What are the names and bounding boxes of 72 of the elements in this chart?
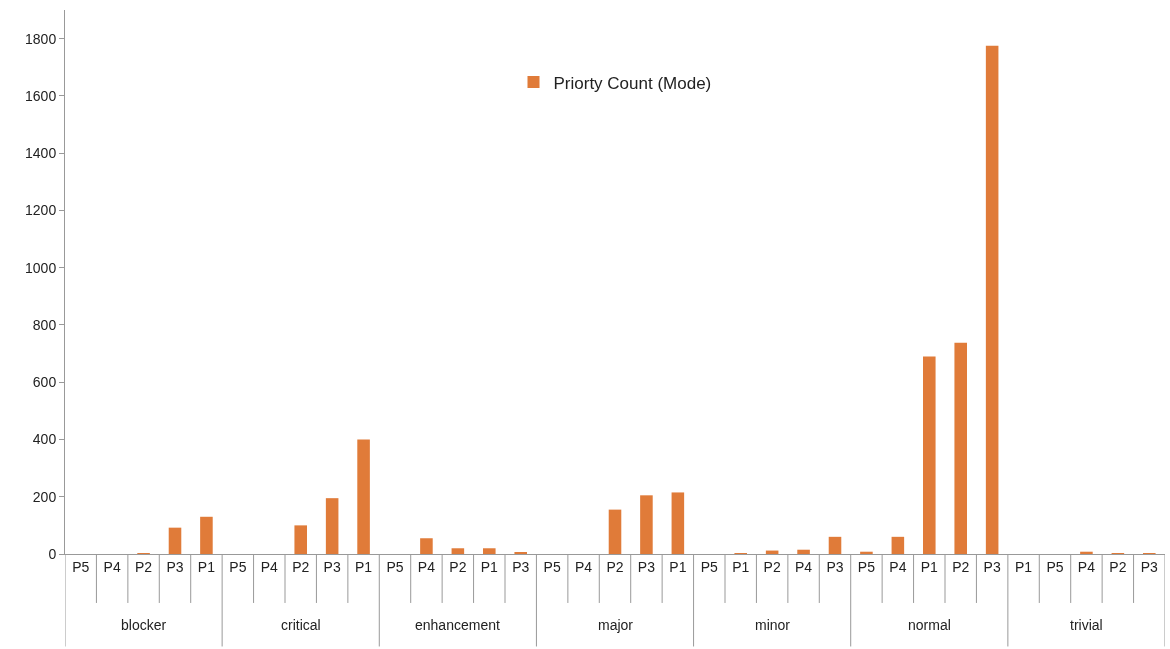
x-tick-label: P2 bbox=[449, 558, 467, 575]
text: enhancement bbox=[415, 617, 500, 633]
y-tick-label: 1800 bbox=[25, 30, 57, 47]
x-tick-label: P3 bbox=[323, 558, 341, 575]
bar bbox=[608, 509, 622, 554]
x-tick-label: P3 bbox=[637, 558, 656, 575]
y-tick-label: 1400 bbox=[25, 145, 57, 162]
y-tick-label: 1000 bbox=[25, 259, 57, 276]
bar bbox=[325, 498, 339, 554]
x-tick-label: P4 bbox=[575, 558, 593, 575]
x-tick-label: P1 bbox=[355, 558, 373, 575]
x-tick-label: P5 bbox=[386, 558, 404, 575]
x-tick-label: P5 bbox=[543, 558, 561, 575]
text: critical bbox=[281, 617, 321, 633]
x-tick-label: P3 bbox=[826, 558, 844, 575]
x-tick-label: P2 bbox=[763, 558, 781, 575]
bar bbox=[357, 439, 370, 554]
bar bbox=[923, 356, 936, 554]
x-tick-label: P5 bbox=[229, 558, 247, 575]
bar bbox=[168, 527, 182, 554]
x-tick-label: P2 bbox=[135, 558, 153, 575]
x-tick-label: P3 bbox=[166, 558, 184, 575]
x-tick-label: P1 bbox=[197, 558, 216, 575]
x-tick-label: P1 bbox=[1015, 558, 1033, 575]
text: major bbox=[598, 617, 634, 633]
x-tick-label: P5 bbox=[1046, 558, 1064, 575]
x-tick-label: P4 bbox=[1077, 558, 1096, 575]
x-tick-label: P3 bbox=[983, 558, 1001, 575]
bar bbox=[451, 548, 465, 554]
y-tick-label: 200 bbox=[32, 488, 57, 505]
y-tick-label: 400 bbox=[32, 431, 57, 448]
x-tick-label: P4 bbox=[889, 558, 907, 575]
y-tick-label: 1200 bbox=[25, 202, 57, 219]
bar bbox=[1080, 551, 1093, 554]
bar bbox=[420, 538, 433, 554]
x-tick-label: P4 bbox=[795, 558, 813, 575]
y-tick-label: 600 bbox=[32, 374, 57, 391]
bar bbox=[294, 525, 307, 554]
y-tick-label: 800 bbox=[32, 316, 57, 333]
x-tick-label: P2 bbox=[292, 558, 310, 575]
y-tick-label: 0 bbox=[48, 545, 57, 562]
bar bbox=[640, 495, 653, 554]
x-tick-label: P2 bbox=[606, 558, 624, 575]
bar bbox=[797, 549, 810, 554]
x-tick-label: P3 bbox=[1140, 558, 1159, 575]
x-tick-label: P5 bbox=[857, 558, 876, 575]
x-tick-label: P1 bbox=[732, 558, 750, 575]
x-tick-label: P1 bbox=[920, 558, 939, 575]
x-tick-label: P1 bbox=[669, 558, 687, 575]
x-tick-label: P2 bbox=[1109, 558, 1127, 575]
x-tick-label: P1 bbox=[480, 558, 499, 575]
x-tick-label: P5 bbox=[700, 558, 719, 575]
x-tick-label: P5 bbox=[72, 558, 90, 575]
text: trivial bbox=[1070, 617, 1103, 633]
text: blocker bbox=[121, 617, 167, 633]
x-tick-label: P4 bbox=[260, 558, 279, 575]
x-tick-label: P3 bbox=[512, 558, 530, 575]
legend-label: Priorty Count (Mode) bbox=[553, 73, 712, 93]
bar bbox=[483, 548, 496, 554]
y-tick-label: 1600 bbox=[25, 87, 57, 104]
bar bbox=[200, 516, 213, 554]
bar bbox=[671, 492, 685, 554]
bar bbox=[985, 45, 999, 554]
bar bbox=[828, 536, 842, 554]
bar bbox=[860, 551, 873, 554]
x-tick-label: P2 bbox=[952, 558, 970, 575]
x-tick-label: P4 bbox=[103, 558, 121, 575]
text: minor bbox=[755, 617, 791, 633]
bar bbox=[891, 536, 905, 554]
bar bbox=[954, 342, 967, 554]
text: normal bbox=[908, 617, 951, 633]
x-tick-label: P4 bbox=[417, 558, 436, 575]
